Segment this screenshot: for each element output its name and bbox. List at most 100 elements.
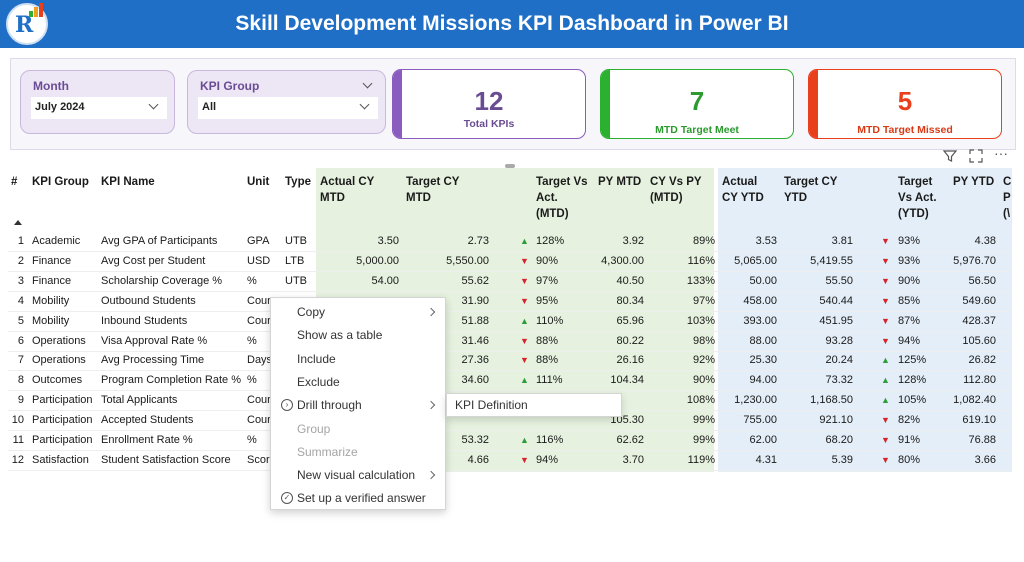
cell-actual-ytd: 94.00 xyxy=(749,374,777,387)
kpi-group-slicer-label: KPI Group xyxy=(200,79,260,93)
row-number: 9 xyxy=(17,394,24,407)
up-arrow-icon: ▲ xyxy=(520,236,529,246)
cell-target-vs-act-mtd: 116% xyxy=(536,434,564,446)
column-header-num[interactable]: # xyxy=(11,176,18,188)
chevron-down-icon xyxy=(148,99,159,110)
cell-target-vs-act-ytd: 93% xyxy=(898,235,921,247)
focus-mode-icon[interactable] xyxy=(968,148,984,164)
cell-target-mtd: 27.36 xyxy=(461,354,489,367)
column-header-unit[interactable]: Unit xyxy=(247,176,270,188)
row-number: 2 xyxy=(17,254,24,267)
more-options-icon[interactable]: ··· xyxy=(994,145,1008,161)
column-header-group[interactable]: KPI Group xyxy=(32,176,89,188)
row-number: 1 xyxy=(17,235,24,247)
menu-item-include[interactable]: Include xyxy=(271,348,447,371)
cell-py-mtd: 40.50 xyxy=(616,274,644,287)
cell-target-mtd: 34.60 xyxy=(461,374,489,387)
column-header-type[interactable]: Type xyxy=(285,176,311,188)
column-header-cut[interactable]: C P (\ xyxy=(1003,176,1012,220)
month-slicer[interactable]: Month July 2024 xyxy=(20,70,175,134)
down-arrow-icon: ▼ xyxy=(881,295,890,306)
cell-target-vs-act-ytd: 80% xyxy=(898,453,921,466)
column-header-target-mtd[interactable]: Target CY MTD xyxy=(406,176,460,204)
menu-item-exclude[interactable]: Exclude xyxy=(271,371,447,394)
kpi-group-dropdown[interactable]: All xyxy=(198,97,378,119)
filter-icon[interactable] xyxy=(942,148,958,164)
cell-target-vs-act-ytd: 90% xyxy=(898,274,921,287)
column-header-tva-ytd[interactable]: Target Vs Act. (YTD) xyxy=(898,176,937,220)
submenu-kpi-definition[interactable]: KPI Definition xyxy=(446,393,622,417)
cell-py-ytd: 3.66 xyxy=(974,453,996,466)
mtd-target-meet-label: MTD Target Meet xyxy=(655,124,739,136)
cell-py-ytd: 105.60 xyxy=(962,334,996,347)
cell-cy-vs-py-mtd: 89% xyxy=(692,235,715,247)
column-header-py-mtd[interactable]: PY MTD xyxy=(598,176,642,188)
mtd-target-missed-label: MTD Target Missed xyxy=(857,124,953,136)
menu-item-label: Exclude xyxy=(297,374,340,389)
cell-cy-vs-py-mtd: 133% xyxy=(686,274,715,287)
cell-py-ytd: 56.50 xyxy=(968,274,996,287)
menu-item-label: Copy xyxy=(297,305,326,319)
mtd-target-meet-card: 7 MTD Target Meet xyxy=(600,69,794,139)
cell-unit: Cour xyxy=(247,294,271,307)
column-header-py-ytd[interactable]: PY YTD xyxy=(953,176,995,188)
chevron-right-icon xyxy=(426,470,436,480)
row-number: 11 xyxy=(12,434,24,446)
cell-unit: Cour xyxy=(247,414,271,427)
cell-cy-vs-py-mtd: 116% xyxy=(687,254,715,267)
menu-item-drill-through[interactable]: Drill through › xyxy=(271,394,447,417)
column-header-actual-mtd[interactable]: Actual CY MTD xyxy=(320,176,375,204)
sort-ascending-icon[interactable] xyxy=(14,220,22,225)
cell-target-ytd: 5.39 xyxy=(831,453,853,466)
cell-actual-ytd: 1,230.00 xyxy=(734,394,777,407)
cell-target-mtd: 5,550.00 xyxy=(446,254,489,267)
cell-target-ytd: 68.20 xyxy=(825,434,853,446)
month-dropdown[interactable]: July 2024 xyxy=(31,97,167,119)
cell-actual-ytd: 755.00 xyxy=(743,414,777,427)
cell-target-vs-act-mtd: 94% xyxy=(536,453,559,466)
cell-cy-vs-py-mtd: 98% xyxy=(692,334,715,347)
column-header-tva-mtd[interactable]: Target Vs Act. (MTD) xyxy=(536,176,588,220)
cell-py-mtd: 65.96 xyxy=(616,314,644,327)
cell-actual-ytd: 62.00 xyxy=(749,434,777,446)
cell-target-vs-act-mtd: 128% xyxy=(536,235,565,247)
column-header-name[interactable]: KPI Name xyxy=(101,176,155,188)
menu-item-label: Drill through xyxy=(297,398,362,413)
cell-target-vs-act-ytd: 125% xyxy=(898,354,927,367)
cell-cy-vs-py-mtd: 99% xyxy=(692,414,715,427)
up-arrow-icon: ▲ xyxy=(520,435,529,445)
cell-actual-ytd: 458.00 xyxy=(743,294,777,307)
cell-py-mtd: 3.70 xyxy=(622,453,644,466)
cell-py-ytd: 4.38 xyxy=(974,235,996,247)
column-header-actual-ytd[interactable]: Actual CY YTD xyxy=(722,176,764,204)
cell-target-vs-act-ytd: 82% xyxy=(898,414,921,427)
menu-item-label: Set up a verified answer xyxy=(297,491,426,506)
menu-item-show-as-a-table[interactable]: Show as a table xyxy=(271,324,447,347)
kpi-group-slicer[interactable]: KPI Group All xyxy=(187,70,386,134)
cell-kpi-group: Operations xyxy=(32,354,86,367)
cell-kpi-group: Participation xyxy=(32,414,93,427)
chevron-down-icon xyxy=(359,99,370,110)
cell-target-ytd: 1,168.50 xyxy=(810,394,853,407)
menu-item-copy[interactable]: Copy xyxy=(271,301,447,324)
down-arrow-icon: ▼ xyxy=(520,295,529,306)
cell-py-ytd: 428.37 xyxy=(962,314,996,327)
cell-kpi-group: Participation xyxy=(32,394,93,407)
cell-kpi-group: Mobility xyxy=(32,314,70,327)
down-arrow-icon: ▼ xyxy=(520,355,529,366)
cell-cy-vs-py-mtd: 92% xyxy=(692,354,715,367)
cell-kpi-group: Outcomes xyxy=(32,374,83,387)
resize-handle[interactable] xyxy=(505,164,515,168)
cell-unit: % xyxy=(247,334,257,347)
column-header-target-ytd[interactable]: Target CY YTD xyxy=(784,176,838,204)
menu-item-new-visual-calculation[interactable]: New visual calculation xyxy=(271,464,447,487)
cell-actual-ytd: 88.00 xyxy=(749,334,777,347)
total-kpis-label: Total KPIs xyxy=(463,118,515,130)
cell-py-mtd: 26.16 xyxy=(616,354,644,367)
total-kpis-value: 12 xyxy=(474,86,504,116)
cell-target-vs-act-ytd: 91% xyxy=(898,434,921,446)
menu-item-set-up-a-verified-answer[interactable]: Set up a verified answer ✓ xyxy=(271,487,447,510)
cell-kpi-name: Visa Approval Rate % xyxy=(101,334,208,347)
column-header-cy-vs-py-mtd[interactable]: CY Vs PY (MTD) xyxy=(650,176,702,204)
cell-target-vs-act-mtd: 90% xyxy=(536,254,559,267)
